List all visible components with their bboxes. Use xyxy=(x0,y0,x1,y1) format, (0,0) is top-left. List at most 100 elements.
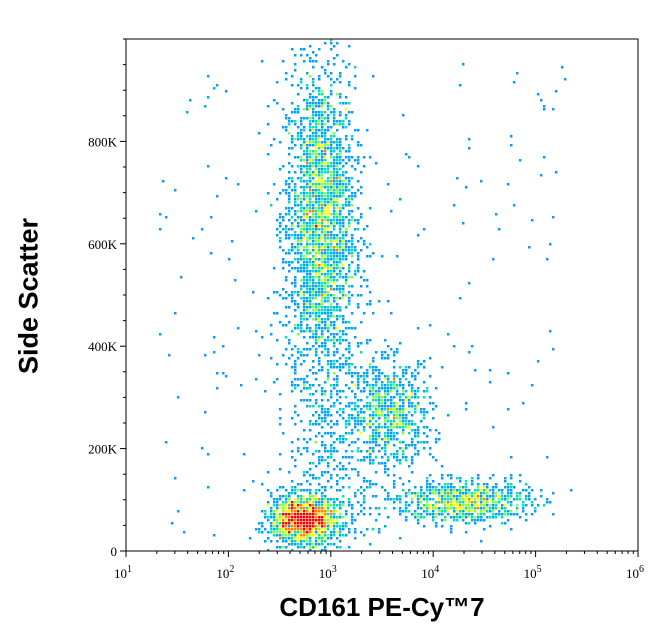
event-dot xyxy=(408,480,411,483)
event-dot xyxy=(450,492,453,495)
event-dot xyxy=(372,372,375,375)
event-dot xyxy=(312,393,315,396)
event-dot xyxy=(450,474,453,477)
event-dot xyxy=(411,429,414,432)
event-dot xyxy=(324,225,327,228)
event-dot xyxy=(315,105,318,108)
event-dot xyxy=(312,174,315,177)
event-dot xyxy=(315,525,318,528)
event-dot xyxy=(321,537,324,540)
event-dot xyxy=(315,291,318,294)
event-dot xyxy=(351,312,354,315)
event-dot xyxy=(381,486,384,489)
event-dot xyxy=(282,525,285,528)
event-dot xyxy=(432,456,435,459)
event-dot xyxy=(531,489,534,492)
event-dot xyxy=(324,267,327,270)
event-dot xyxy=(312,423,315,426)
event-dot xyxy=(318,273,321,276)
event-dot xyxy=(357,513,360,516)
event-dot xyxy=(318,321,321,324)
event-dot xyxy=(372,435,375,438)
event-dot xyxy=(321,207,324,210)
event-dot xyxy=(330,426,333,429)
event-dot xyxy=(324,159,327,162)
event-dot xyxy=(291,417,294,420)
event-dot xyxy=(345,66,348,69)
event-dot xyxy=(333,267,336,270)
event-dot xyxy=(363,156,366,159)
event-dot xyxy=(321,162,324,165)
event-dot xyxy=(339,309,342,312)
event-dot xyxy=(483,492,486,495)
event-dot xyxy=(321,249,324,252)
event-dot xyxy=(426,411,429,414)
event-dot xyxy=(318,504,321,507)
event-dot xyxy=(324,318,327,321)
event-dot xyxy=(174,312,177,315)
event-dot xyxy=(318,543,321,546)
event-dot xyxy=(414,435,417,438)
event-dot xyxy=(411,405,414,408)
event-dot xyxy=(417,513,420,516)
event-dot xyxy=(339,243,342,246)
event-dot xyxy=(450,489,453,492)
event-dot xyxy=(306,501,309,504)
event-dot xyxy=(477,489,480,492)
event-dot xyxy=(312,405,315,408)
event-dot xyxy=(405,399,408,402)
event-dot xyxy=(408,156,411,159)
event-dot xyxy=(279,237,282,240)
event-dot xyxy=(345,189,348,192)
event-dot xyxy=(429,474,432,477)
event-dot xyxy=(330,315,333,318)
event-dot xyxy=(357,489,360,492)
event-dot xyxy=(378,300,381,303)
event-dot xyxy=(306,330,309,333)
event-dot xyxy=(399,408,402,411)
event-dot xyxy=(294,120,297,123)
event-dot xyxy=(282,249,285,252)
event-dot xyxy=(306,207,309,210)
event-dot xyxy=(327,177,330,180)
event-dot xyxy=(339,462,342,465)
event-dot xyxy=(351,372,354,375)
event-dot xyxy=(330,39,333,42)
event-dot xyxy=(411,513,414,516)
event-dot xyxy=(405,447,408,450)
event-dot xyxy=(333,345,336,348)
event-dot xyxy=(288,219,291,222)
event-dot xyxy=(363,270,366,273)
event-dot xyxy=(327,300,330,303)
event-dot xyxy=(492,426,495,429)
event-dot xyxy=(519,480,522,483)
event-dot xyxy=(324,531,327,534)
event-dot xyxy=(372,387,375,390)
event-dot xyxy=(282,516,285,519)
event-dot xyxy=(396,426,399,429)
event-dot xyxy=(459,513,462,516)
event-dot xyxy=(297,210,300,213)
event-dot xyxy=(318,357,321,360)
event-dot xyxy=(294,327,297,330)
event-dot xyxy=(294,423,297,426)
event-dot xyxy=(315,225,318,228)
event-dot xyxy=(318,360,321,363)
event-dot xyxy=(312,240,315,243)
event-dot xyxy=(348,210,351,213)
event-dot xyxy=(318,153,321,156)
event-dot xyxy=(306,201,309,204)
event-dot xyxy=(390,384,393,387)
event-dot xyxy=(528,498,531,501)
event-dot xyxy=(327,306,330,309)
event-dot xyxy=(450,477,453,480)
event-dot xyxy=(432,408,435,411)
event-dot xyxy=(546,501,549,504)
event-dot xyxy=(303,528,306,531)
event-dot xyxy=(423,366,426,369)
event-dot xyxy=(456,501,459,504)
event-dot xyxy=(261,522,264,525)
event-dot xyxy=(285,225,288,228)
event-dot xyxy=(423,414,426,417)
event-dot xyxy=(459,84,462,87)
